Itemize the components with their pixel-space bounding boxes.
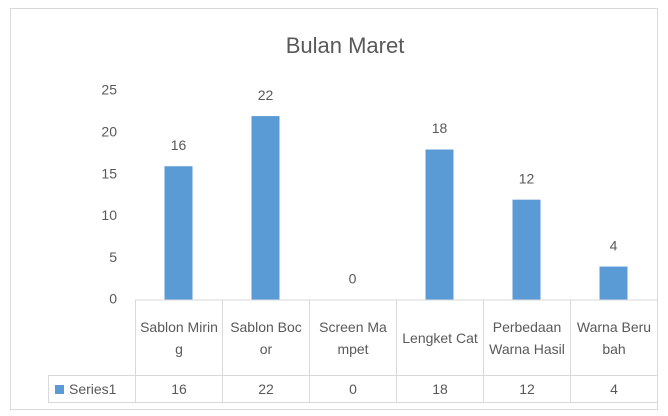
chart-border <box>10 8 658 410</box>
data-label: 18 <box>432 120 448 136</box>
chart-title: Bulan Maret <box>286 33 405 58</box>
category-cell: Sablon Bocor <box>222 300 310 376</box>
y-tick-label: 5 <box>109 249 117 265</box>
legend-label: Series1 <box>69 381 117 397</box>
table-value-cell: 4 <box>570 375 658 403</box>
table-value-cell: 18 <box>396 375 484 403</box>
data-label: 0 <box>349 271 357 287</box>
data-label: 12 <box>519 170 535 186</box>
series-name-cell: Series1 <box>48 375 136 403</box>
bar <box>425 149 454 300</box>
legend-swatch <box>55 384 64 394</box>
category-cell: Screen Mampet <box>309 300 397 376</box>
bar <box>251 116 280 300</box>
y-tick-label: 25 <box>101 82 117 98</box>
y-tick-label: 15 <box>101 165 117 181</box>
bar <box>599 266 628 300</box>
data-label: 16 <box>171 137 187 153</box>
y-tick-label: 20 <box>101 124 117 140</box>
data-label: 22 <box>258 87 274 103</box>
y-tick-label: 10 <box>101 207 117 223</box>
category-cell: Perbedaan Warna Hasil <box>483 300 571 376</box>
bar <box>164 166 193 300</box>
category-cell: Sablon Miring <box>135 300 223 376</box>
table-value-cell: 0 <box>309 375 397 403</box>
table-value-cell: 16 <box>135 375 223 403</box>
table-value-cell: 12 <box>483 375 571 403</box>
category-cell: Lengket Cat <box>396 300 484 376</box>
bar <box>512 199 541 300</box>
table-value-cell: 22 <box>222 375 310 403</box>
data-label: 4 <box>610 237 618 253</box>
category-cell: Warna Berubah <box>570 300 658 376</box>
y-tick-label: 0 <box>109 291 117 307</box>
